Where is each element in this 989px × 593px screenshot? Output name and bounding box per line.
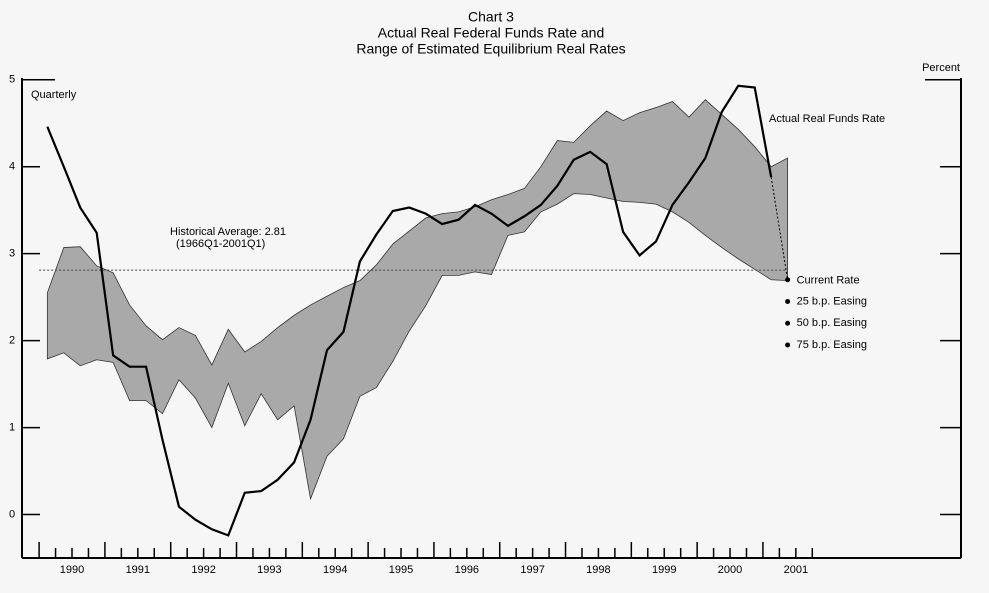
- chart-title: Chart 3: [468, 9, 514, 25]
- x-tick-label: 1996: [455, 564, 479, 576]
- historical-average-sublabel: (1966Q1-2001Q1): [176, 238, 265, 250]
- x-tick-label: 1993: [257, 564, 281, 576]
- series-label: Actual Real Funds Rate: [769, 113, 885, 125]
- x-tick-label: 2001: [784, 564, 808, 576]
- point-label: 50 b.p. Easing: [797, 317, 867, 329]
- chart-title: Range of Estimated Equilibrium Real Rate…: [356, 41, 625, 57]
- point-label: 75 b.p. Easing: [797, 339, 867, 351]
- point-label: 25 b.p. Easing: [797, 295, 867, 307]
- rate-point: [785, 277, 791, 283]
- x-tick-label: 1999: [652, 564, 676, 576]
- y-tick-label: 4: [9, 161, 15, 173]
- x-tick-label: 1991: [126, 564, 150, 576]
- y-tick-label: 0: [9, 508, 15, 520]
- rate-point: [785, 298, 791, 304]
- x-tick-label: 1995: [389, 564, 413, 576]
- x-tick-label: 1997: [520, 564, 544, 576]
- y-tick-label: 2: [9, 335, 15, 347]
- y-tick-label: 1: [9, 421, 15, 433]
- x-tick-label: 1992: [191, 564, 215, 576]
- x-tick-label: 1994: [323, 564, 347, 576]
- connector: [770, 177, 789, 280]
- x-tick-label: 1998: [586, 564, 610, 576]
- rate-point: [785, 342, 791, 348]
- y-tick-label: 5: [9, 74, 15, 86]
- frequency-label: Quarterly: [31, 89, 77, 101]
- equilibrium-range-band: [46, 99, 789, 501]
- rate-point: [785, 320, 791, 326]
- x-tick-label: 2000: [718, 564, 742, 576]
- historical-average-label: Historical Average: 2.81: [170, 226, 286, 238]
- chart-title: Actual Real Federal Funds Rate and: [378, 25, 604, 41]
- x-tick-label: 1990: [60, 564, 84, 576]
- y-axis-label: Percent: [922, 62, 960, 74]
- actual-rate-line: [46, 84, 773, 537]
- y-tick-label: 3: [9, 248, 15, 260]
- point-label: Current Rate: [797, 275, 860, 287]
